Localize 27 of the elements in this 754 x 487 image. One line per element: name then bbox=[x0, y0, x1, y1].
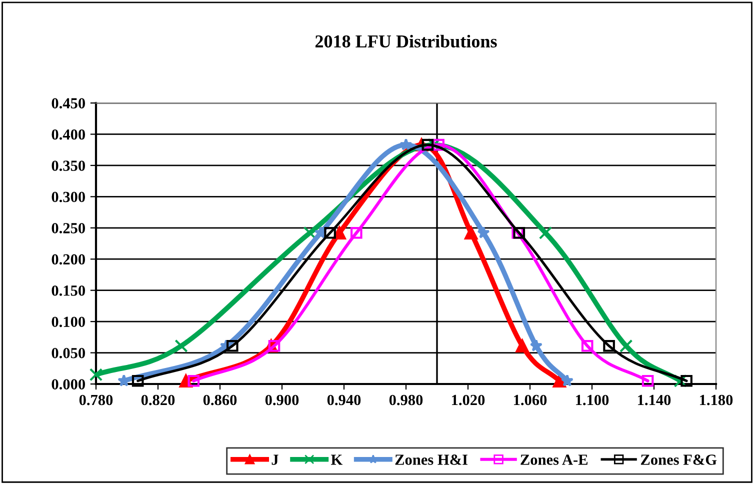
x-tick-label: 1.180 bbox=[700, 394, 733, 406]
legend-label: K bbox=[330, 454, 342, 465]
x-tick-label: 1.060 bbox=[514, 394, 547, 406]
x-tick-label: 0.820 bbox=[141, 394, 175, 406]
y-tick-label: 0.100 bbox=[52, 316, 85, 328]
y-tick-label: 0.400 bbox=[52, 129, 85, 140]
x-tick-label: 0.780 bbox=[79, 394, 113, 406]
x-tick-label: 0.940 bbox=[327, 394, 361, 406]
legend-label: Zones A-E bbox=[520, 454, 588, 465]
y-tick-label: 0.300 bbox=[52, 192, 85, 202]
y-tick-label: 0.000 bbox=[52, 379, 85, 390]
x-tick-label: 1.140 bbox=[638, 394, 671, 406]
legend-label: Zones F&G bbox=[640, 454, 717, 465]
y-tick-label: 0.050 bbox=[52, 348, 85, 358]
legend-label: J bbox=[272, 454, 278, 465]
y-tick-label: 0.250 bbox=[52, 223, 85, 234]
chart-title: 2018 LFU Distributions bbox=[315, 34, 497, 48]
x-tick-label: 0.900 bbox=[265, 394, 299, 406]
x-tick-label: 1.100 bbox=[576, 394, 609, 406]
y-tick-label: 0.150 bbox=[52, 285, 85, 296]
legend-label: Zones H&I bbox=[395, 454, 468, 465]
y-tick-label: 0.350 bbox=[52, 160, 85, 171]
x-tick-label: 0.980 bbox=[389, 394, 423, 406]
x-tick-label: 0.860 bbox=[203, 394, 237, 406]
y-tick-label: 0.450 bbox=[52, 98, 85, 109]
x-tick-label: 1.020 bbox=[452, 394, 485, 406]
y-tick-label: 0.200 bbox=[52, 254, 85, 265]
